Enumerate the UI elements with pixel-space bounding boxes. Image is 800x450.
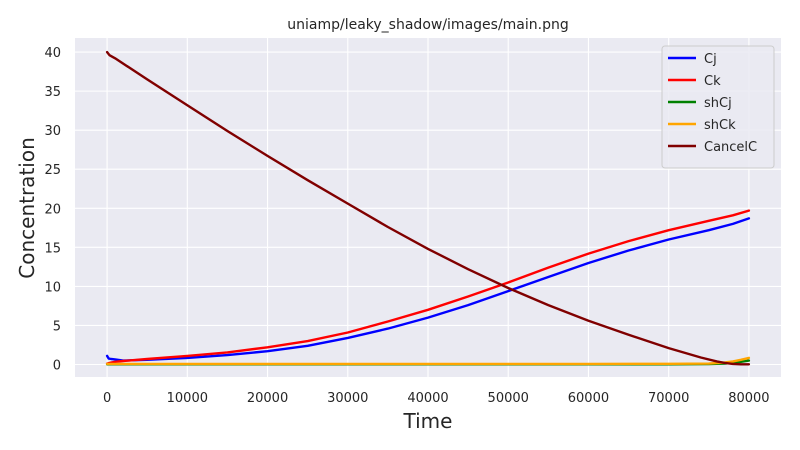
x-tick-label: 0 — [103, 391, 111, 406]
chart-title: uniamp/leaky_shadow/images/main.png — [287, 17, 569, 33]
x-axis-title: Time — [403, 409, 453, 433]
legend-label-ck: Ck — [704, 74, 721, 89]
legend-box — [661, 45, 775, 169]
y-tick-label: 30 — [44, 124, 61, 139]
x-tick-labels: 0 10000 20000 30000 40000 50000 60000 70000 8000… — [103, 391, 770, 406]
y-tick-label: 35 — [44, 85, 61, 100]
x-tick-label: 60000 — [568, 391, 609, 406]
x-tick-label: 40000 — [407, 391, 448, 406]
series-lines — [105, 50, 751, 366]
y-tick-label: 5 — [53, 319, 61, 334]
y-tick-label: 0 — [53, 359, 61, 374]
x-tick-label: 30000 — [327, 391, 368, 406]
x-tick-label: 10000 — [167, 391, 208, 406]
x-tick-label: 50000 — [488, 391, 529, 406]
x-tick-label: 20000 — [247, 391, 288, 406]
x-tick-label: 80000 — [728, 391, 769, 406]
series-line-cancelc — [105, 50, 751, 366]
series-line-shck — [105, 356, 751, 366]
y-tick-label: 20 — [44, 202, 61, 217]
y-tick-label: 10 — [44, 280, 61, 295]
legend-label-shcj: shCj — [704, 96, 732, 111]
x-tick-label: 70000 — [648, 391, 689, 406]
y-tick-labels: 0 5 10 15 20 25 30 35 40 — [44, 46, 61, 373]
y-tick-label: 25 — [44, 163, 61, 178]
y-tick-label: 40 — [44, 46, 61, 61]
legend: Cj Ck shCj shCk CancelC — [661, 45, 775, 169]
y-axis-title: Concentration — [15, 137, 39, 278]
legend-label-cancelc: CancelC — [704, 140, 757, 155]
legend-label-shck: shCk — [704, 118, 736, 133]
series-line-ck — [105, 209, 751, 365]
legend-label-cj: Cj — [704, 52, 717, 67]
y-tick-label: 15 — [44, 241, 61, 256]
series-line-cj — [105, 217, 751, 362]
